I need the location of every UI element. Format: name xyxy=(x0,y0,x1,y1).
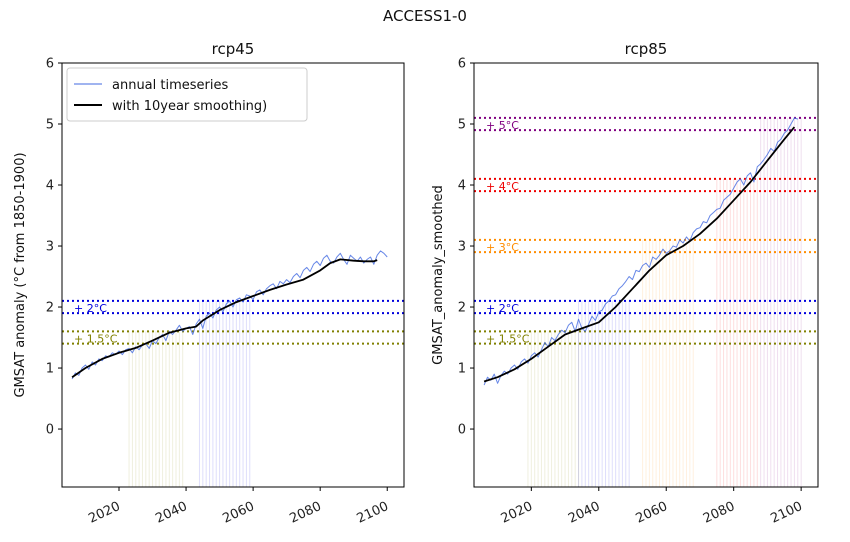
plot-frame xyxy=(61,62,405,488)
y-tick-label: 2 xyxy=(46,301,54,316)
x-tick-label: 2100 xyxy=(355,499,391,527)
x-tick-label: 2060 xyxy=(634,499,670,527)
threshold-label: + 1.5°C xyxy=(74,332,118,345)
y-tick-label: 0 xyxy=(458,423,466,438)
x-tick-label: 2100 xyxy=(768,499,804,527)
y-tick-label: 1 xyxy=(458,362,466,377)
threshold-label: + 3°C xyxy=(486,241,519,254)
threshold-label: + 4°C xyxy=(486,180,519,193)
y-axis-label: GMSAT anomaly (°C from 1850-1900) xyxy=(13,152,28,397)
x-tick-label: 2080 xyxy=(288,499,324,527)
threshold-label: + 1.5°C xyxy=(486,332,530,345)
threshold-label: + 2°C xyxy=(486,302,519,315)
threshold-window-3 xyxy=(716,178,758,487)
y-tick-label: 5 xyxy=(46,118,54,133)
y-tick-label: 4 xyxy=(46,179,54,194)
y-tick-label: 5 xyxy=(458,118,466,133)
threshold-window-0 xyxy=(128,331,184,487)
y-tick-label: 3 xyxy=(46,240,54,255)
series-line-smoothed xyxy=(71,258,378,378)
legend: annual timeseries with 10year smoothing) xyxy=(66,67,308,122)
panel-rcp45: + 1.5°C + 2°C 0 1 2 3 4 5 6 2020 2040 2060 2080 2100 r… xyxy=(13,40,405,527)
legend-box xyxy=(66,67,308,122)
x-tick-label: 2040 xyxy=(153,499,189,527)
threshold-window-4 xyxy=(760,117,802,487)
panel-rcp85: + 1.5°C + 2°C + 3°C + 4°C + 5°C 0 1 2 3 4 5 6 2020 20… xyxy=(431,40,819,527)
legend-entry-label: annual timeseries xyxy=(112,78,228,93)
y-tick-label: 0 xyxy=(46,423,54,438)
threshold-window-2 xyxy=(642,239,694,487)
y-tick-label: 1 xyxy=(46,362,54,377)
y-tick-label: 3 xyxy=(458,240,466,255)
panel-title: rcp45 xyxy=(212,40,255,58)
y-tick-label: 4 xyxy=(458,179,466,194)
figure-title: ACCESS1-0 xyxy=(383,7,467,25)
x-tick-label: 2060 xyxy=(220,499,256,527)
y-axis-label: GMSAT_anomaly_smoothed xyxy=(431,185,446,365)
y-tick-label: 6 xyxy=(46,57,54,72)
y-tick-label: 2 xyxy=(458,301,466,316)
x-tick-label: 2080 xyxy=(701,499,737,527)
y-tick-label: 6 xyxy=(458,57,466,72)
legend-entry-label: with 10year smoothing) xyxy=(112,99,267,114)
threshold-label: + 2°C xyxy=(74,302,107,315)
x-tick-label: 2020 xyxy=(86,499,122,527)
threshold-window-1 xyxy=(198,300,251,487)
x-tick-label: 2020 xyxy=(499,499,535,527)
panel-title: rcp85 xyxy=(625,40,668,58)
plot-frame xyxy=(473,62,819,488)
x-tick-label: 2040 xyxy=(566,499,602,527)
threshold-label: + 5°C xyxy=(486,119,519,132)
series-line-smoothed xyxy=(483,126,796,383)
